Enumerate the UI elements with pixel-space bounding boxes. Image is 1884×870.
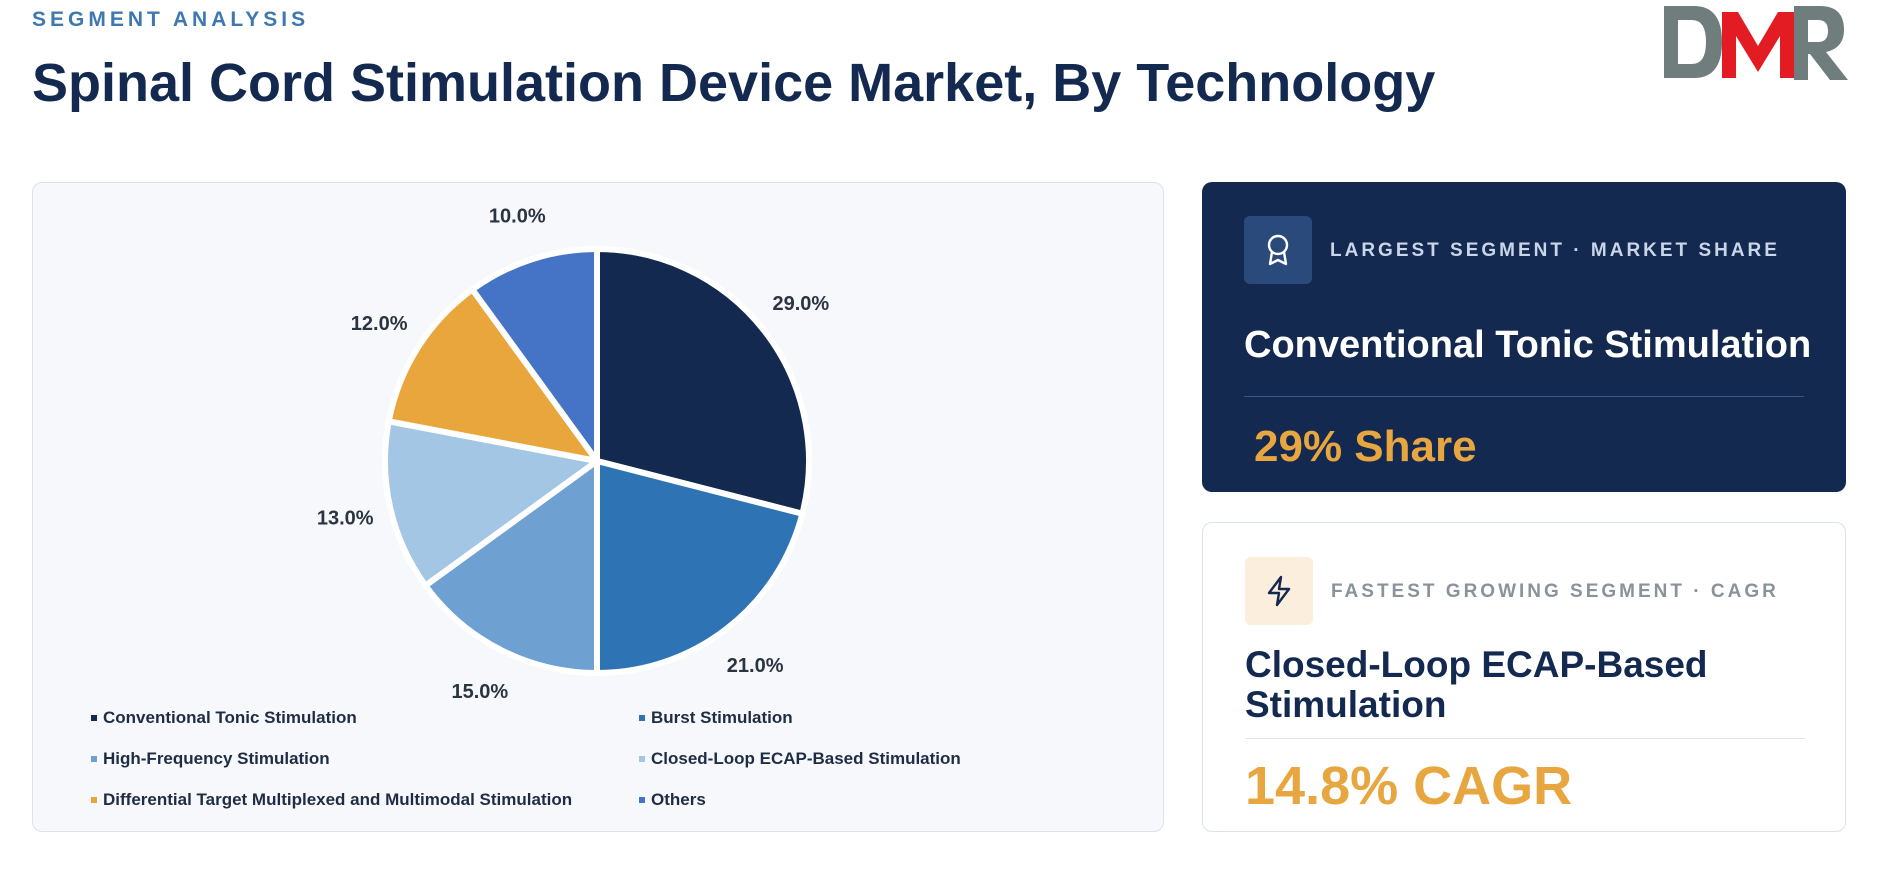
award-icon [1267, 234, 1289, 266]
legend-swatch [91, 756, 97, 762]
legend-label: High-Frequency Stimulation [103, 749, 330, 768]
pie-slice-label: 10.0% [489, 206, 546, 228]
pie-slice [469, 246, 600, 464]
fastest-segment-cagr: 14.8% CAGR [1245, 756, 1573, 816]
fastest-segment-eyebrow: FASTEST GROWING SEGMENT · CAGR [1331, 581, 1779, 602]
legend-swatch [91, 797, 97, 803]
legend-label: Closed-Loop ECAP-Based Stimulation [651, 749, 961, 768]
pie-slice-label: 29.0% [773, 293, 830, 315]
pie-chart: 29.0% 21.0% 15.0% 13.0% 12.0% 10.0% [317, 206, 830, 703]
legend-label: Burst Stimulation [651, 708, 793, 727]
pie-slice [594, 458, 806, 676]
legend-label: Differential Target Multiplexed and Mult… [103, 790, 573, 809]
legend-item: Closed-Loop ECAP-Based Stimulation [639, 748, 1119, 770]
fastest-segment-name: Closed-Loop ECAP-Based Stimulation [1245, 644, 1708, 725]
legend-item: Differential Target Multiplexed and Mult… [91, 789, 639, 811]
largest-segment-card: LARGEST SEGMENT · MARKET SHARE Conventio… [1202, 182, 1846, 492]
pie-slice [385, 286, 600, 464]
lightning-icon [1267, 575, 1291, 607]
legend-item: Burst Stimulation [639, 707, 1119, 729]
pie-slice [594, 246, 812, 517]
pie-slice [422, 458, 600, 676]
pie-slice [382, 418, 600, 589]
chart-legend: Conventional Tonic Stimulation Burst Stim… [91, 707, 1131, 811]
legend-swatch [91, 715, 97, 721]
legend-label: Others [651, 790, 706, 809]
largest-segment-eyebrow: LARGEST SEGMENT · MARKET SHARE [1330, 240, 1780, 261]
dmr-logo [1664, 6, 1848, 80]
award-icon-box [1244, 216, 1312, 284]
section-eyebrow: SEGMENT ANALYSIS [32, 8, 310, 31]
legend-item: Others [639, 789, 1119, 811]
lightning-icon-box [1245, 557, 1313, 625]
largest-segment-share: 29% Share [1254, 422, 1477, 471]
legend-label: Conventional Tonic Stimulation [103, 708, 357, 727]
legend-swatch [639, 797, 645, 803]
largest-segment-name: Conventional Tonic Stimulation [1244, 324, 1812, 366]
pie-slice-label: 21.0% [727, 655, 784, 677]
pie-slice-label: 12.0% [351, 313, 408, 335]
fastest-segment-card: FASTEST GROWING SEGMENT · CAGR Closed-Lo… [1202, 522, 1846, 832]
pie-chart-card: 29.0% 21.0% 15.0% 13.0% 12.0% 10.0% Conventio… [32, 182, 1164, 832]
page-title: Spinal Cord Stimulation Device Market, B… [32, 53, 1436, 113]
pie-slice-label: 13.0% [317, 507, 374, 529]
legend-swatch [639, 715, 645, 721]
legend-item: Conventional Tonic Stimulation [91, 707, 639, 729]
legend-item: High-Frequency Stimulation [91, 748, 639, 770]
divider [1245, 738, 1805, 739]
divider [1244, 396, 1804, 397]
pie-slice-label: 15.0% [452, 681, 509, 703]
legend-swatch [639, 756, 645, 762]
